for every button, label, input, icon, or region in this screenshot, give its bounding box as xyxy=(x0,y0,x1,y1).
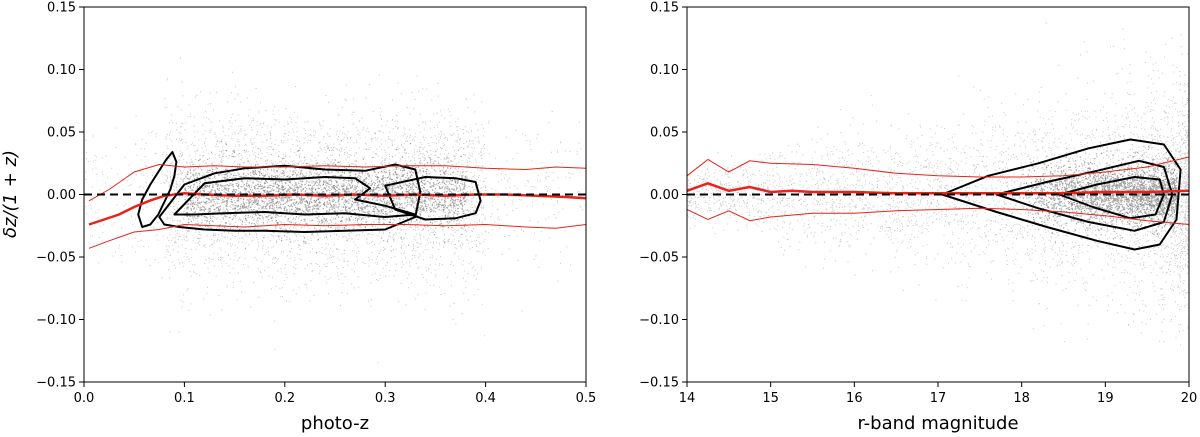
scatter-core-points xyxy=(1022,146,1178,252)
y-tick-label: 0.05 xyxy=(47,126,76,141)
x-tick-label: 18 xyxy=(1013,391,1030,406)
contour-0 xyxy=(941,138,1182,251)
contour-1 xyxy=(158,163,422,233)
y-tick-label: −0.15 xyxy=(36,376,76,391)
y-tick-label: −0.05 xyxy=(639,251,679,266)
axis-ticks: 0.0 0.1 0.2 0.3 0.4 0.5 0.15 0.10 0.05 0.00 −0.05 −… xyxy=(36,1,596,407)
contour-2 xyxy=(1058,176,1165,220)
contour-3 xyxy=(384,176,482,221)
background-scatter-points xyxy=(687,22,1189,346)
x-tick-label: 16 xyxy=(846,391,863,406)
y-tick-label: 0.00 xyxy=(47,188,76,203)
contour-0 xyxy=(137,151,178,228)
y-tick-label: 0.15 xyxy=(47,1,76,16)
density-contours xyxy=(137,151,482,233)
x-tick-label: 17 xyxy=(930,391,947,406)
y-axis-label: δz/(1 + z) xyxy=(0,150,21,238)
y-tick-label: 0.10 xyxy=(47,63,76,78)
contour-2 xyxy=(173,176,417,218)
x-axis-label: photo-z xyxy=(301,413,369,434)
x-tick-label: 15 xyxy=(762,391,779,406)
y-tick-label: 0.05 xyxy=(650,126,679,141)
y-tick-label: 0.10 xyxy=(650,63,679,78)
x-tick-label: 20 xyxy=(1181,391,1198,406)
photo-z-panel: 0.0 0.1 0.2 0.3 0.4 0.5 0.15 0.10 0.05 0.00 −0.05 −… xyxy=(0,1,596,435)
upper-bound-line xyxy=(687,156,1189,178)
lower-bound-line xyxy=(88,223,586,249)
x-tick-label: 19 xyxy=(1097,391,1114,406)
axis-ticks: 14 15 16 17 18 19 20 0.15 0.10 0.05 0.00 −0.05 −0.10… xyxy=(639,1,1197,407)
x-tick-label: 0.0 xyxy=(74,391,95,406)
y-tick-label: 0.00 xyxy=(650,188,679,203)
median-and-bound-lines xyxy=(687,156,1189,225)
y-tick-label: −0.10 xyxy=(36,313,76,328)
x-tick-label: 0.3 xyxy=(375,391,396,406)
x-tick-label: 0.4 xyxy=(475,391,496,406)
y-tick-label: 0.15 xyxy=(650,1,679,16)
x-tick-label: 0.1 xyxy=(174,391,195,406)
x-tick-label: 14 xyxy=(679,391,696,406)
y-tick-label: −0.15 xyxy=(639,376,679,391)
x-tick-label: 0.2 xyxy=(274,391,295,406)
x-axis-label: r-band magnitude xyxy=(857,413,1018,434)
median-line xyxy=(687,181,1189,195)
x-tick-label: 0.5 xyxy=(576,391,597,406)
y-tick-label: −0.05 xyxy=(36,251,76,266)
r-band-panel: 14 15 16 17 18 19 20 0.15 0.10 0.05 0.00 −0.05 −0.10… xyxy=(639,1,1197,435)
y-tick-label: −0.10 xyxy=(639,313,679,328)
upper-bound-line xyxy=(88,163,586,202)
lower-bound-line xyxy=(687,207,1189,225)
